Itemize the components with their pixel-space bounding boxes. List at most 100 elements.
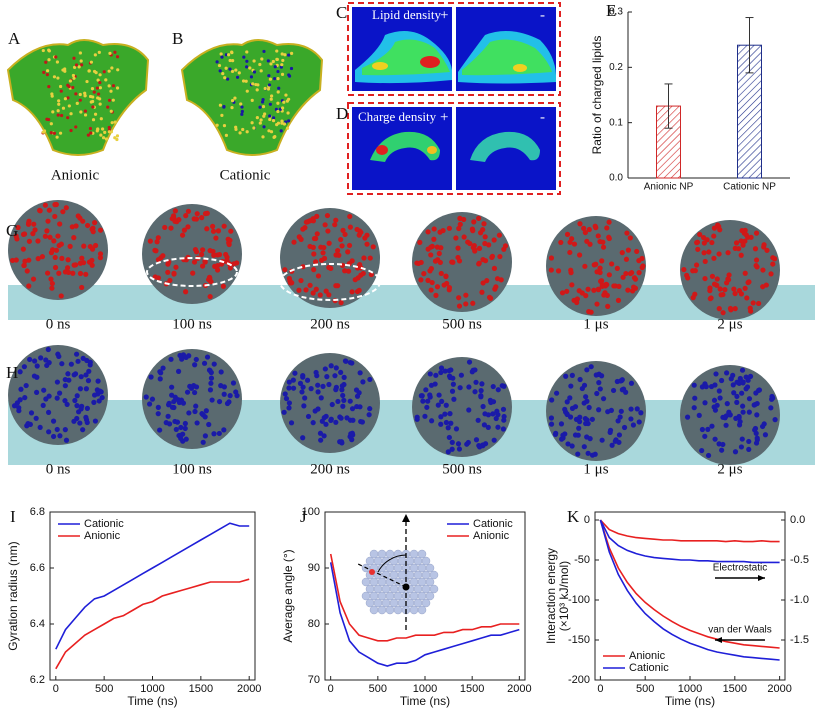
ligand [52, 254, 58, 261]
ligand [192, 408, 198, 415]
ligand [584, 238, 590, 244]
ligand [298, 277, 304, 284]
ligand [463, 301, 469, 307]
ligand [450, 381, 456, 387]
ligand [79, 403, 85, 409]
lipid-head [275, 122, 279, 127]
inset-bead [393, 591, 403, 601]
ligand [191, 259, 198, 265]
lipid-head [101, 127, 105, 131]
ligand [495, 424, 501, 430]
lipid-head [280, 72, 285, 76]
lipid-head [96, 78, 100, 82]
inset-bead [405, 570, 415, 580]
ligand [577, 414, 583, 420]
lipid-head [86, 133, 90, 137]
ligand [50, 418, 57, 424]
ligand [470, 300, 476, 306]
lipid-head [273, 77, 277, 81]
ligand [497, 253, 503, 260]
ligand [157, 427, 163, 433]
ligand [179, 232, 186, 238]
lipid-head [68, 79, 73, 83]
lipid-head [224, 66, 228, 70]
ligand [425, 277, 431, 283]
ligand [740, 409, 746, 415]
ligand [42, 202, 48, 208]
inset-bead [385, 591, 395, 601]
ligand [753, 430, 759, 436]
ligand [76, 409, 82, 415]
lipid-head [44, 60, 48, 64]
ligand [310, 216, 316, 222]
ligand [493, 284, 499, 290]
ligand [328, 416, 334, 422]
ligand [148, 374, 154, 380]
ligand [178, 424, 184, 431]
lipid-head [222, 124, 227, 128]
ligand [425, 229, 431, 235]
ligand [169, 404, 176, 410]
ligand [610, 387, 617, 394]
inset-bead [373, 598, 383, 608]
ligand [711, 281, 718, 287]
ligand [624, 230, 630, 236]
ligand [298, 236, 304, 242]
ligand [466, 359, 473, 365]
y-tick-label: 6.6 [30, 562, 45, 574]
ligand [703, 384, 709, 390]
lipid-head [287, 119, 291, 123]
ligand [333, 384, 340, 390]
ligand [435, 402, 441, 408]
lipid-head [276, 69, 280, 74]
ligand [290, 377, 296, 383]
ligand [445, 425, 451, 431]
lipid-head [280, 52, 284, 56]
ligand [30, 231, 36, 237]
ligand [326, 381, 332, 388]
ligand [724, 401, 730, 407]
ligand [313, 286, 319, 292]
ligand [367, 376, 373, 383]
ligand [337, 439, 343, 445]
ligand [465, 439, 471, 446]
ligand [491, 237, 497, 243]
ligand [310, 420, 316, 426]
inset-bead [421, 556, 431, 566]
lipid-head [96, 92, 101, 96]
ligand [718, 377, 725, 384]
ligand [455, 245, 461, 251]
ligand [591, 287, 597, 293]
ligand [456, 295, 462, 301]
inset-bead [373, 584, 383, 594]
ligand [500, 426, 506, 432]
ligand [96, 398, 102, 404]
lipid-head [245, 65, 249, 69]
ligand [183, 257, 189, 263]
ligand [734, 393, 740, 400]
lipid-head [245, 130, 249, 134]
ligand [753, 263, 759, 269]
ligand [567, 395, 573, 401]
ligand [634, 248, 640, 255]
ligand [487, 295, 494, 301]
ligand [71, 418, 77, 424]
annotation: Electrostatic [713, 563, 767, 574]
ligand [717, 395, 723, 401]
ligand [31, 221, 37, 227]
inset-bead [417, 591, 427, 601]
lipid-head [217, 63, 222, 68]
ligand [428, 266, 434, 272]
ligand [706, 249, 712, 255]
ligand [168, 225, 174, 231]
x-axis-label: Time (ns) [400, 694, 450, 708]
x-tick-label: 2000 [767, 683, 791, 695]
ligand [499, 383, 505, 389]
ligand [600, 244, 607, 250]
ligand [581, 444, 587, 450]
ligand [607, 429, 613, 435]
ligand [333, 217, 339, 223]
ligand [434, 284, 441, 290]
ligand [734, 379, 740, 385]
ligand [304, 377, 311, 383]
